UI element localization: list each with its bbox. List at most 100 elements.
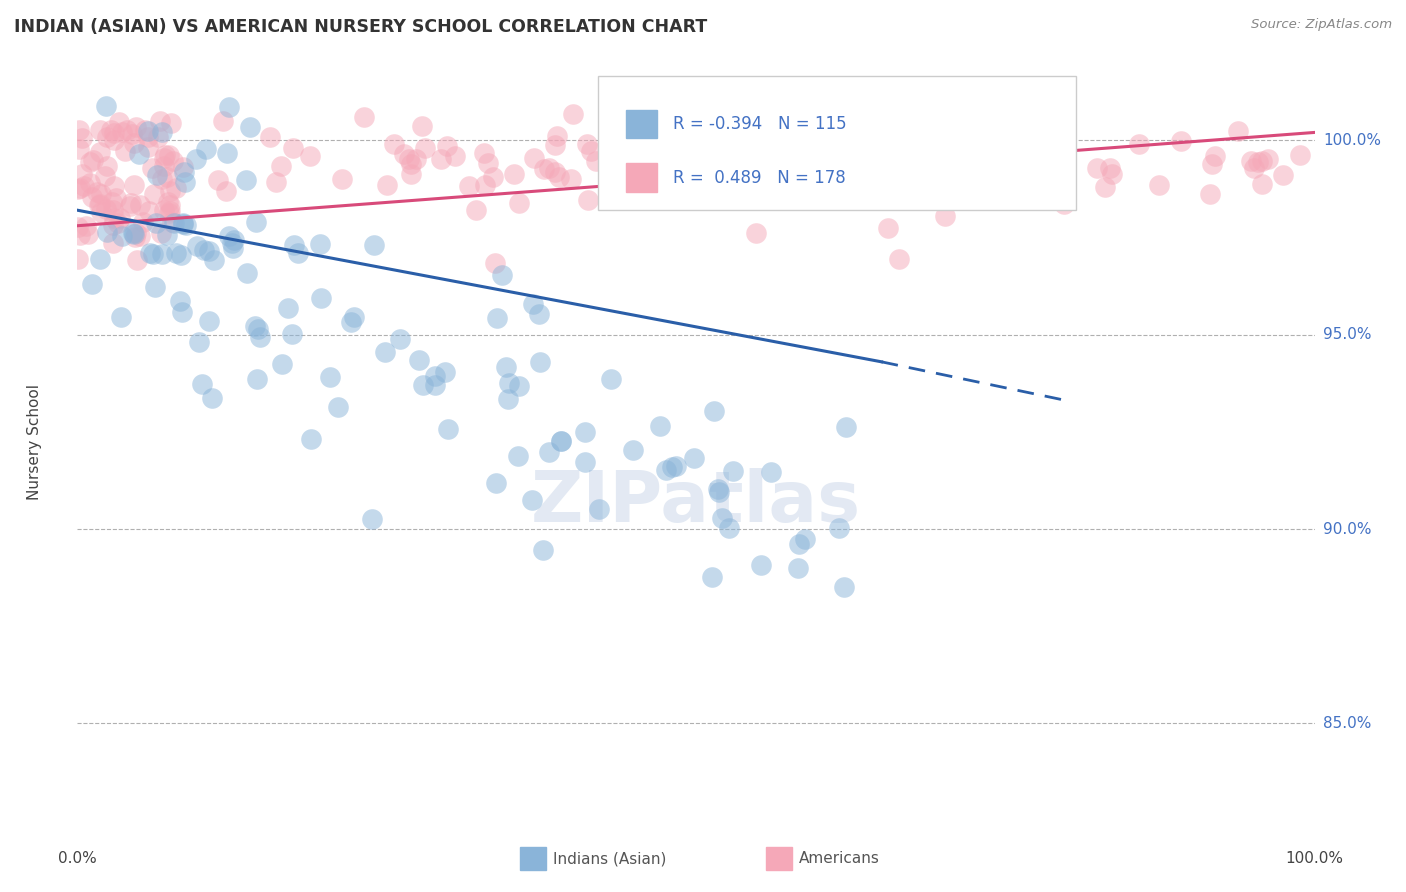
Point [832,580,855,594]
Point [264,175,287,189]
Point [389,332,412,346]
Point [194,142,217,156]
Point [474,178,496,193]
Point [1240,154,1263,169]
Point [787,537,810,551]
Point [425,378,447,392]
Point [650,419,672,434]
Point [173,165,195,179]
Text: R =  0.489   N = 178: R = 0.489 N = 178 [673,169,846,186]
Point [174,218,197,232]
Point [498,376,520,391]
Point [103,178,125,193]
Point [159,204,181,219]
Point [193,243,215,257]
Point [508,379,530,393]
Point [165,181,187,195]
Point [122,178,145,192]
Point [408,352,430,367]
Point [159,198,181,212]
Point [239,120,262,134]
Point [107,115,129,129]
Point [132,215,155,229]
Point [1271,169,1294,183]
Point [103,235,125,250]
Point [465,202,488,217]
Point [783,152,806,166]
Point [280,326,302,341]
Point [1289,147,1312,161]
Point [574,425,596,439]
Point [246,372,269,386]
Point [527,307,550,321]
Point [537,161,560,176]
Point [481,169,503,184]
Point [90,187,112,202]
Point [716,178,738,193]
Point [529,355,551,369]
Point [172,217,194,231]
Point [198,244,221,259]
Point [695,145,717,159]
Point [1085,161,1108,175]
Point [108,211,131,226]
Point [103,133,125,147]
Point [914,132,936,146]
Point [114,144,136,158]
Point [136,140,159,154]
Point [682,451,704,466]
Point [411,120,433,134]
Point [146,168,169,182]
Point [412,378,434,392]
Point [562,107,585,121]
Point [911,121,934,136]
Point [700,145,723,160]
Point [270,159,292,173]
Point [207,173,229,187]
Point [413,140,436,154]
Point [153,147,176,161]
Point [627,174,650,188]
Point [143,186,166,201]
Point [69,180,91,194]
Point [121,128,143,142]
Point [276,301,298,316]
Point [283,141,305,155]
Point [759,465,782,479]
Point [834,420,856,434]
Point [745,226,768,240]
Point [160,215,183,229]
Point [444,149,467,163]
Point [90,205,112,219]
Point [949,163,972,178]
Point [198,313,221,327]
Text: 90.0%: 90.0% [1323,522,1371,536]
Point [110,310,132,325]
Point [103,211,125,225]
Point [1199,186,1222,201]
Point [472,146,495,161]
Point [127,253,149,268]
Point [1227,124,1250,138]
Point [72,131,94,145]
Point [579,144,602,158]
Point [249,329,271,343]
Text: 0.0%: 0.0% [58,851,97,866]
Point [533,161,555,176]
Point [235,173,257,187]
Point [546,129,568,144]
Point [103,218,125,232]
Point [1015,178,1038,193]
Point [522,297,544,311]
Point [1010,126,1032,140]
Point [550,434,572,449]
Point [868,152,890,166]
Text: 100.0%: 100.0% [1285,851,1344,866]
Point [142,247,165,261]
Point [156,227,179,242]
Point [721,464,744,478]
Point [544,138,567,153]
Point [165,245,187,260]
Point [94,99,117,113]
Point [122,136,145,150]
